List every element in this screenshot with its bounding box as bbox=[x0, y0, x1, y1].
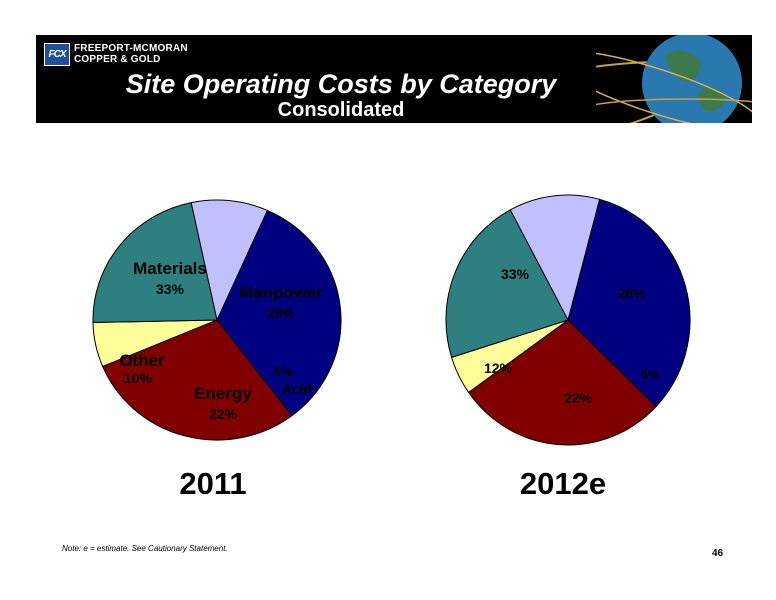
label-2011-energy-name: Energy bbox=[194, 384, 252, 403]
chart-title-2011: 2011 bbox=[179, 466, 246, 501]
pie-slice-0-3 bbox=[92, 202, 218, 324]
page-title: Site Operating Costs by Category bbox=[125, 69, 557, 99]
label-2011-materials-value: 33% bbox=[156, 281, 185, 297]
label-2012e-slice4-value: 22% bbox=[564, 390, 593, 406]
company-logo: FCX FREEPORT-MCMORAN COPPER & GOLD bbox=[44, 43, 188, 66]
footnote: Note: e = estimate. See Cautionary State… bbox=[62, 544, 228, 553]
pie-slice-0-0 bbox=[216, 209, 342, 417]
pie-2012e bbox=[445, 194, 691, 446]
label-2011-acid-value: 6% bbox=[274, 364, 293, 379]
logo-mark: FCX bbox=[44, 43, 70, 66]
label-2012e-slice5-value: 12% bbox=[484, 360, 513, 376]
company-name-line2: COPPER & GOLD bbox=[74, 54, 161, 65]
globe-graphic bbox=[596, 35, 752, 123]
label-2011-manpower-name: Manpower bbox=[239, 283, 323, 302]
pie-slice-0-1 bbox=[102, 319, 293, 441]
label-2011-manpower-value: 29% bbox=[267, 305, 296, 321]
chart-title-2012e: 2012e bbox=[520, 466, 606, 501]
label-2011-energy-value: 22% bbox=[209, 406, 238, 422]
pie-slice-1-4 bbox=[509, 194, 601, 322]
company-name-line1: FREEPORT-MCMORAN bbox=[74, 43, 188, 54]
pie-slice-1-1 bbox=[467, 319, 657, 446]
title-banner: FCX FREEPORT-MCMORAN COPPER & GOLD Site … bbox=[36, 35, 752, 123]
label-2011-other-value: 10% bbox=[124, 370, 153, 386]
pie-2011 bbox=[92, 199, 342, 441]
label-2012e-slice1-value: 33% bbox=[501, 266, 530, 282]
label-2011-acid-name: Acid bbox=[282, 381, 312, 397]
page-number: 46 bbox=[712, 548, 724, 559]
label-2011-materials-name: Materials bbox=[133, 259, 207, 278]
pie-slice-1-3 bbox=[445, 209, 569, 359]
pie-labels: Materials 33% Manpower 29% 6% Acid Energy 22% Ot… bbox=[119, 259, 660, 501]
pie-slice-0-4 bbox=[190, 199, 269, 322]
page-subtitle: Consolidated bbox=[277, 99, 405, 121]
pie-slice-1-0 bbox=[567, 198, 691, 408]
label-2012e-slice3-value: 5% bbox=[641, 367, 660, 382]
label-2012e-slice2-value: 28% bbox=[618, 285, 647, 301]
label-2011-other-name: Other bbox=[119, 351, 165, 370]
